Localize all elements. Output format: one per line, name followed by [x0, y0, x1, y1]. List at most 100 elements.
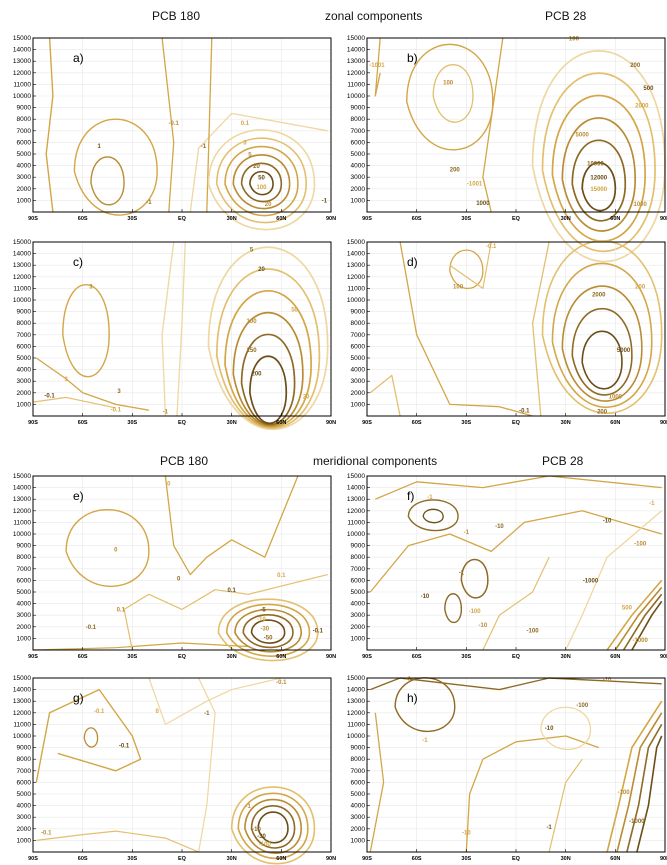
x-tick-label: 30S: [461, 654, 471, 660]
contour-label: -0.1: [86, 625, 97, 631]
contour-line: [249, 355, 288, 425]
x-tick-label: 60S: [412, 420, 422, 426]
contour-line: [164, 475, 299, 576]
contour-line: [217, 598, 319, 662]
contour-line: [240, 162, 283, 203]
panel-label: g): [73, 691, 84, 705]
contour-label: 50: [291, 308, 298, 314]
contour-line: [45, 37, 54, 213]
contour-label: -1: [546, 825, 552, 831]
x-tick-label: 60N: [610, 420, 620, 426]
contour-label: 1000: [476, 201, 490, 207]
x-tick-label: 60N: [276, 216, 286, 222]
contour-line: [622, 593, 663, 651]
contour-line: [250, 619, 286, 644]
x-tick-label: 90N: [660, 654, 667, 660]
x-tick-label: EQ: [178, 654, 187, 660]
contour-line: [244, 798, 303, 854]
y-tick-label: 8000: [351, 756, 366, 763]
contour-labels: -1 -10 -100 -10 -1 -100 -1000 -1 -10: [406, 676, 645, 836]
y-tick-label: 11000: [13, 519, 31, 526]
contour-line: [531, 241, 550, 417]
contour-line: [189, 112, 328, 213]
y-tick-label: 15000: [13, 675, 31, 682]
contour-plot: -0.1 -0.1 -1 -0.1 0 -1 -10-30 -100 -0.1 15000 1400…: [13, 675, 336, 865]
contour-line: [406, 43, 494, 151]
x-tick-label: 90S: [362, 216, 372, 222]
y-tick-label: 13000: [347, 262, 365, 269]
contour-line: [449, 249, 484, 290]
contour-line: [35, 688, 142, 783]
contour-line: [370, 677, 662, 691]
panel-g: -0.1 -0.1 -1 -0.1 0 -1 -10 -30 -100 -0.1 15000 1400…: [0, 675, 336, 865]
contours: [45, 37, 328, 231]
contour-labels: -0.1 -0.1 -1 -0.1 0 -1 -10-30 -100 -0.1: [41, 680, 287, 848]
contours: [32, 475, 328, 662]
contour-label: 5000: [617, 348, 631, 354]
y-tick-label: 6000: [351, 139, 366, 146]
y-tick-label: 8000: [17, 756, 32, 763]
contour-line: [232, 154, 291, 210]
y-tick-label: 4000: [351, 803, 366, 810]
contour-line: [257, 811, 289, 844]
y-tick-label: 4000: [351, 163, 366, 170]
contours: [35, 677, 316, 865]
contour-label: -1: [146, 200, 152, 206]
header-top-center: zonal components: [325, 9, 423, 23]
contour-line: [249, 170, 274, 196]
header-bottom-center: meridional components: [313, 454, 438, 468]
contour-label: 500: [643, 86, 654, 92]
y-tick-label: 11000: [13, 285, 31, 292]
x-tick-label: 30S: [127, 856, 137, 862]
y-tick-label: 5000: [17, 355, 32, 362]
x-tick-label: 30N: [227, 216, 237, 222]
y-tick-label: 8000: [351, 116, 366, 123]
x-tick-label: 30S: [127, 420, 137, 426]
contour-plot: -1 -1 -10 -10 -1 -100 -1 -10 -100 -10 -100 -1000 500…: [347, 473, 667, 660]
contour-label: -1: [649, 501, 655, 507]
y-tick-label: 4000: [17, 803, 32, 810]
contour-label: -0.1: [519, 409, 530, 415]
y-tick-label: 15000: [13, 35, 31, 42]
y-tick-label: 2000: [17, 186, 32, 193]
contour-line: [232, 311, 304, 427]
contour-label: 0: [167, 481, 171, 487]
x-tick-label: 90S: [28, 654, 38, 660]
y-tick-label: 11000: [13, 81, 31, 88]
contour-label: -0.1: [111, 407, 122, 413]
x-tick-label: EQ: [512, 654, 521, 660]
contour-label: 100: [569, 36, 580, 42]
x-tick-label: 90S: [362, 420, 372, 426]
contour-label: -1000: [632, 638, 648, 644]
contour-label: 3: [64, 377, 68, 383]
y-tick-label: 3000: [17, 174, 32, 181]
contour-line: [207, 246, 329, 430]
contour-label: -0.1: [41, 831, 52, 837]
contour-line: [176, 241, 186, 417]
contour-label: 5: [250, 247, 254, 253]
contour-label: 0.1: [227, 588, 236, 594]
y-tick-label: 15000: [347, 35, 365, 42]
contour-label: -5: [260, 608, 266, 614]
contour-line: [206, 37, 213, 213]
y-tick-label: 2000: [351, 186, 366, 193]
y-tick-label: 7000: [17, 768, 32, 775]
contour-label: -0.1: [119, 744, 130, 750]
y-tick-label: 10000: [13, 531, 31, 538]
contour-line: [73, 118, 158, 216]
contour-line: [207, 129, 316, 231]
contour-line: [482, 37, 504, 213]
y-tick-label: 15000: [13, 239, 31, 246]
contour-line: [444, 593, 463, 624]
contour-label: -1: [201, 144, 207, 150]
contour-label: -10: [421, 594, 430, 600]
y-tick-label: 12000: [13, 508, 31, 515]
x-tick-label: 60N: [610, 856, 620, 862]
contour-label: 1000: [609, 395, 623, 401]
y-tick-label: 5000: [351, 791, 366, 798]
x-tick-label: 60S: [412, 216, 422, 222]
grid: [33, 242, 331, 416]
panel-label: a): [73, 51, 84, 65]
y-tick-label: 6000: [351, 343, 366, 350]
